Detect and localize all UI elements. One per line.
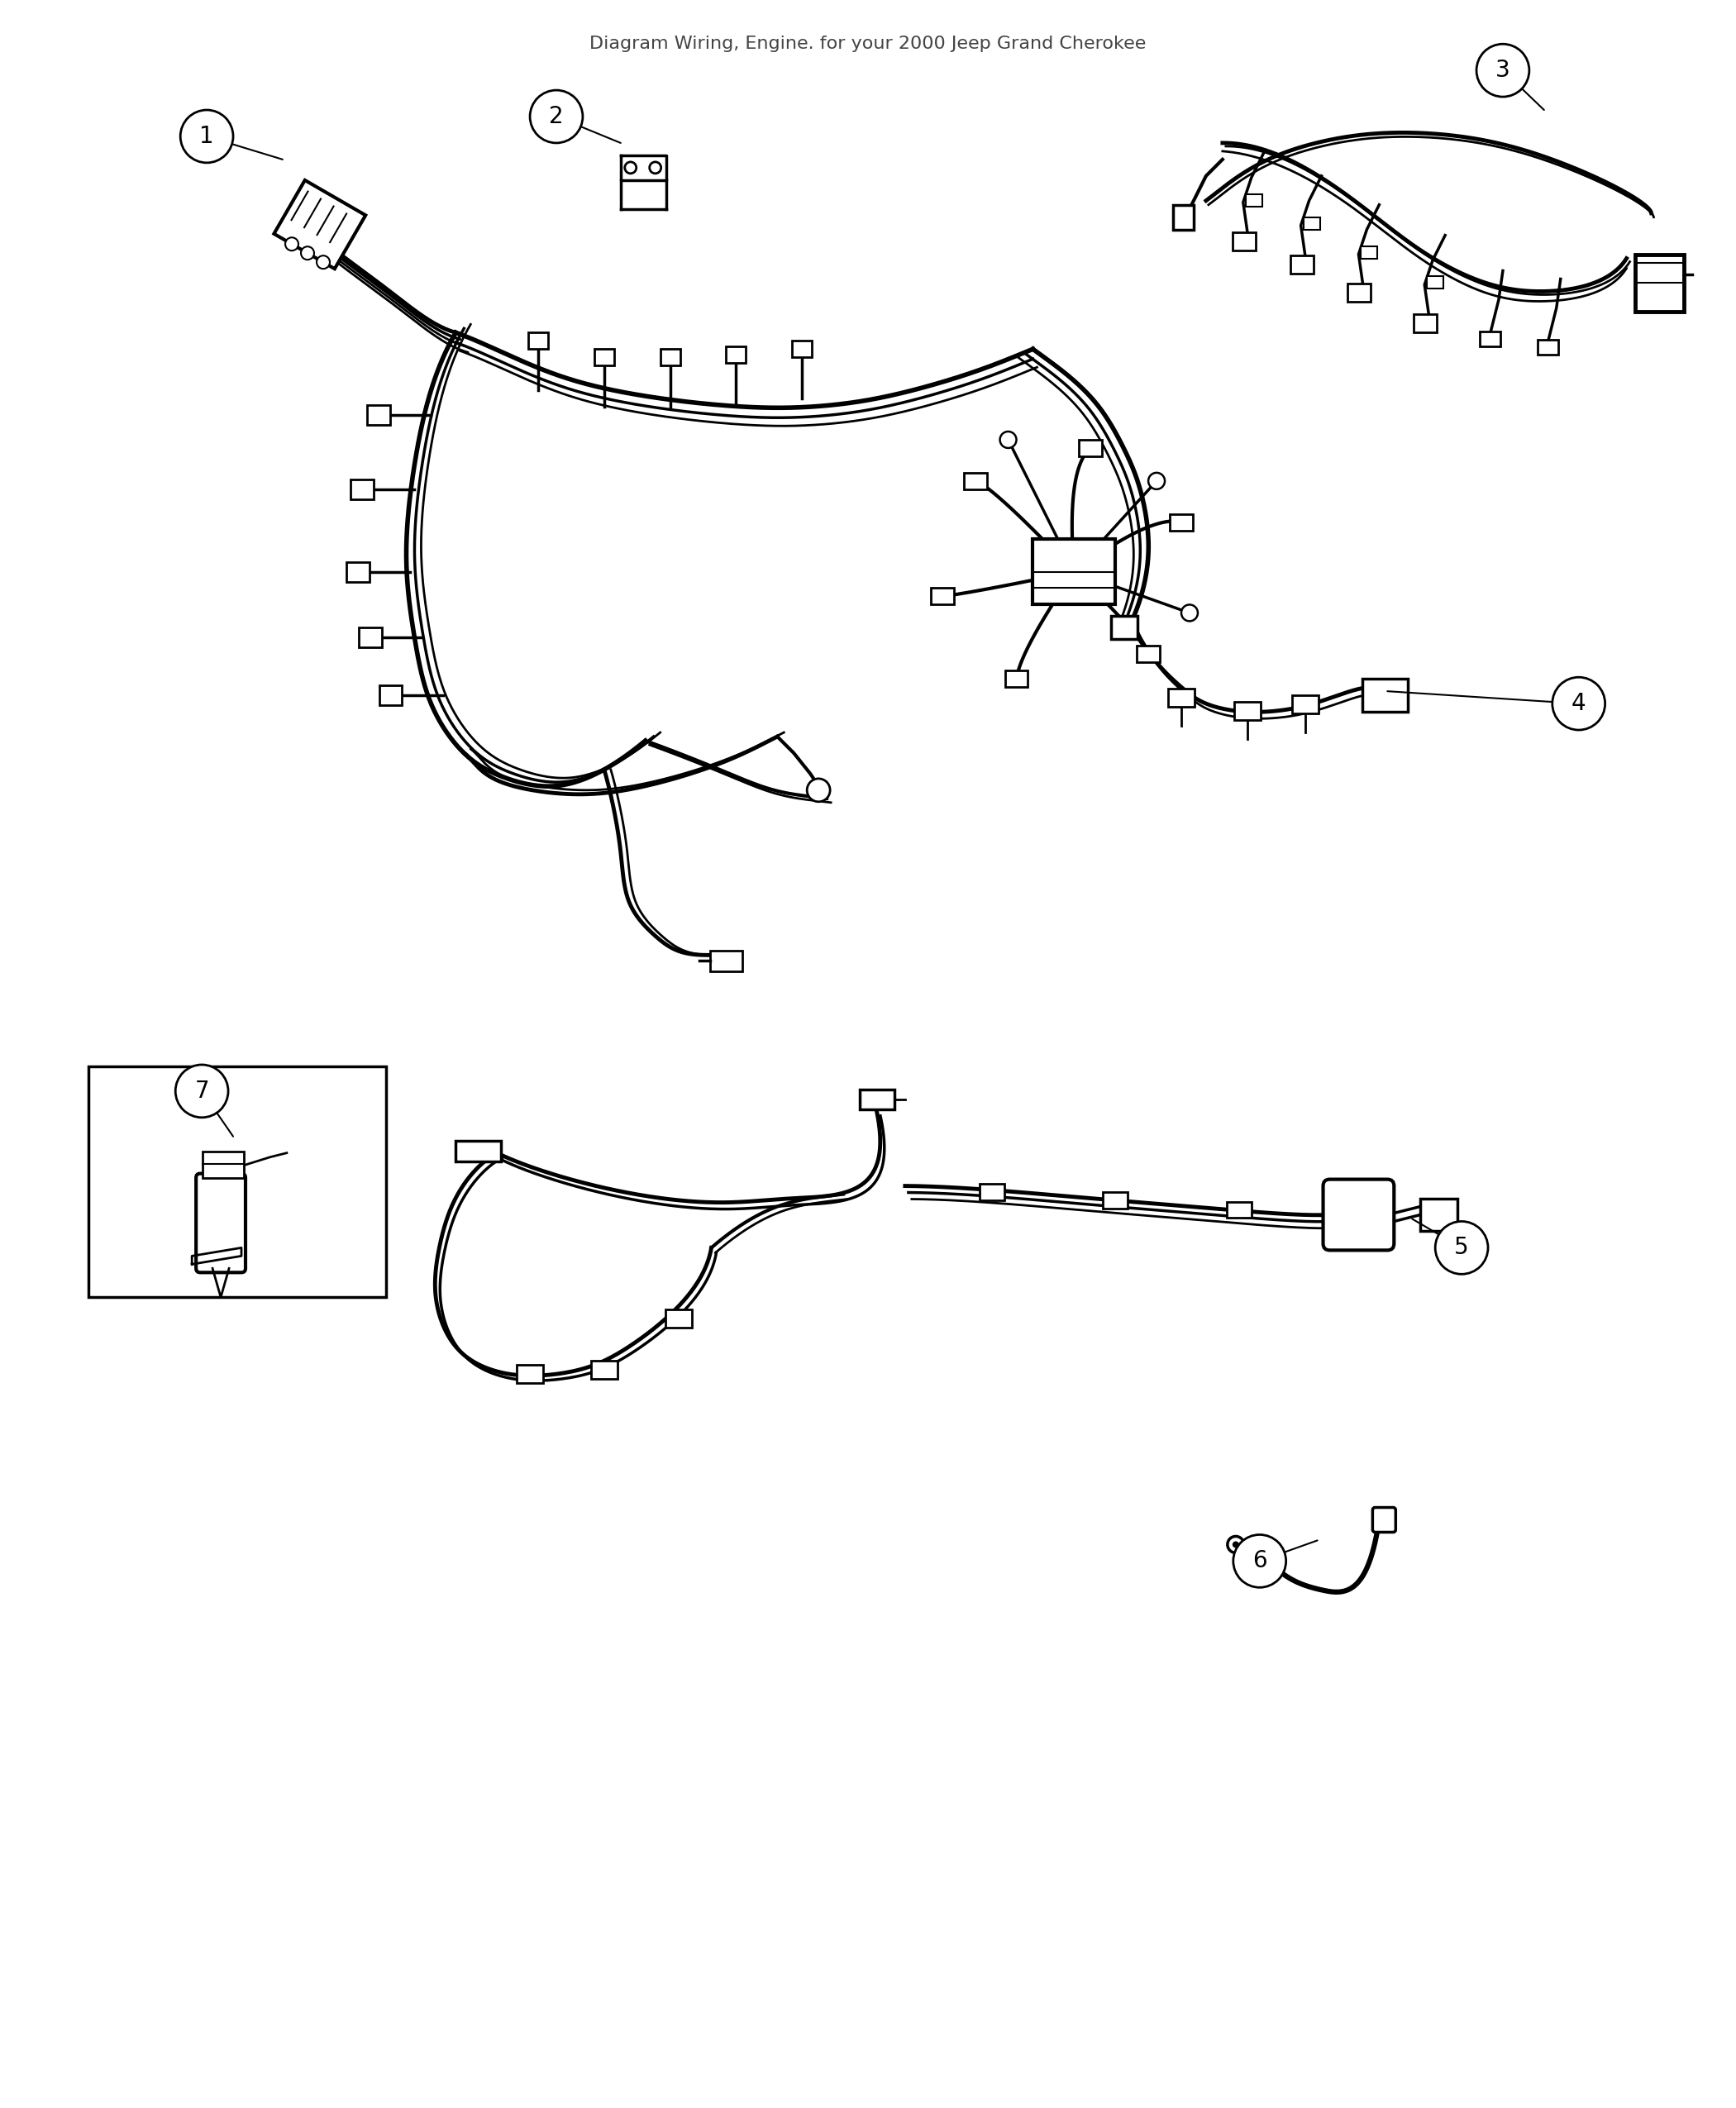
Bar xyxy=(274,179,366,270)
FancyBboxPatch shape xyxy=(196,1174,245,1273)
Bar xyxy=(1420,1197,1458,1231)
Bar xyxy=(859,1090,894,1109)
Bar xyxy=(366,405,391,426)
Circle shape xyxy=(316,255,330,270)
FancyBboxPatch shape xyxy=(1323,1178,1394,1250)
Bar xyxy=(1174,204,1194,230)
Bar xyxy=(351,479,373,500)
Text: 2: 2 xyxy=(549,105,564,129)
Bar xyxy=(1233,232,1255,251)
Bar xyxy=(590,1360,618,1379)
Circle shape xyxy=(1147,472,1165,489)
Bar xyxy=(1005,670,1028,687)
Circle shape xyxy=(285,238,299,251)
Bar xyxy=(710,951,743,972)
Bar xyxy=(1102,1191,1128,1208)
Bar xyxy=(1363,679,1408,713)
Bar xyxy=(1111,616,1137,639)
Bar xyxy=(89,1067,385,1296)
Bar xyxy=(792,341,812,358)
Bar xyxy=(1361,247,1378,259)
Text: 5: 5 xyxy=(1455,1235,1469,1258)
Bar xyxy=(1635,255,1684,312)
Bar xyxy=(457,1140,502,1162)
Bar xyxy=(1252,1537,1266,1554)
Bar xyxy=(1137,645,1160,662)
Bar xyxy=(930,588,953,605)
Bar xyxy=(1246,194,1262,207)
Circle shape xyxy=(1180,605,1198,622)
Circle shape xyxy=(1436,1221,1488,1273)
Bar xyxy=(1304,217,1319,230)
Bar xyxy=(1170,514,1193,531)
Circle shape xyxy=(1000,432,1016,449)
Bar xyxy=(203,1151,243,1178)
Bar xyxy=(594,350,615,365)
Bar xyxy=(358,628,382,647)
Bar xyxy=(665,1309,691,1328)
FancyBboxPatch shape xyxy=(1373,1507,1396,1533)
Bar xyxy=(1427,276,1444,289)
Circle shape xyxy=(181,110,233,162)
Bar xyxy=(963,472,986,489)
Circle shape xyxy=(529,91,583,143)
Bar xyxy=(517,1364,543,1383)
Bar xyxy=(1080,441,1102,455)
Text: 7: 7 xyxy=(194,1079,208,1102)
Bar xyxy=(1538,339,1559,354)
Circle shape xyxy=(175,1065,227,1117)
Circle shape xyxy=(300,247,314,259)
Text: Diagram Wiring, Engine. for your 2000 Jeep Grand Cherokee: Diagram Wiring, Engine. for your 2000 Je… xyxy=(590,36,1146,53)
Circle shape xyxy=(1233,1535,1286,1587)
Bar xyxy=(1292,696,1318,713)
Circle shape xyxy=(1476,44,1529,97)
Bar xyxy=(660,350,681,365)
Bar xyxy=(1413,314,1437,333)
Bar xyxy=(1347,285,1371,301)
Text: 6: 6 xyxy=(1252,1549,1267,1573)
Bar xyxy=(1033,540,1115,605)
Circle shape xyxy=(1233,1541,1240,1547)
Bar xyxy=(726,346,746,363)
Text: 1: 1 xyxy=(200,124,214,148)
Bar xyxy=(345,563,370,582)
Bar xyxy=(1479,331,1500,346)
Circle shape xyxy=(807,778,830,801)
Bar xyxy=(1227,1202,1252,1218)
Bar xyxy=(1168,689,1194,706)
Bar xyxy=(1290,255,1312,274)
Text: 3: 3 xyxy=(1495,59,1510,82)
Bar xyxy=(1234,702,1260,721)
Bar xyxy=(979,1183,1003,1199)
Bar xyxy=(528,333,549,350)
Text: 4: 4 xyxy=(1571,691,1587,715)
Circle shape xyxy=(1552,677,1606,729)
Bar xyxy=(378,685,403,706)
